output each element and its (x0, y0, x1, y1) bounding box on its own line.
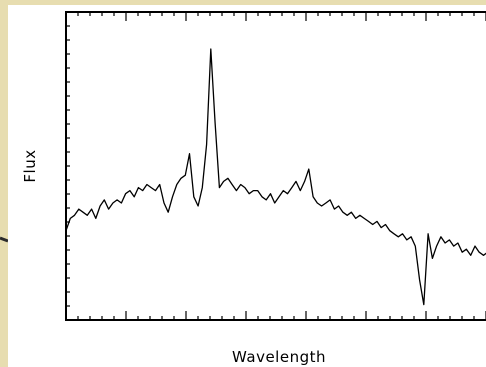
spectrum-line (65, 48, 486, 306)
axis-ticks (66, 12, 486, 320)
y-axis-label: Flux (21, 149, 39, 182)
page-edge-mark (0, 236, 9, 243)
plot-panel (8, 5, 486, 367)
x-axis-label: Wavelength (232, 348, 326, 366)
data-point-markers (65, 48, 486, 305)
plot-frame (65, 11, 486, 321)
